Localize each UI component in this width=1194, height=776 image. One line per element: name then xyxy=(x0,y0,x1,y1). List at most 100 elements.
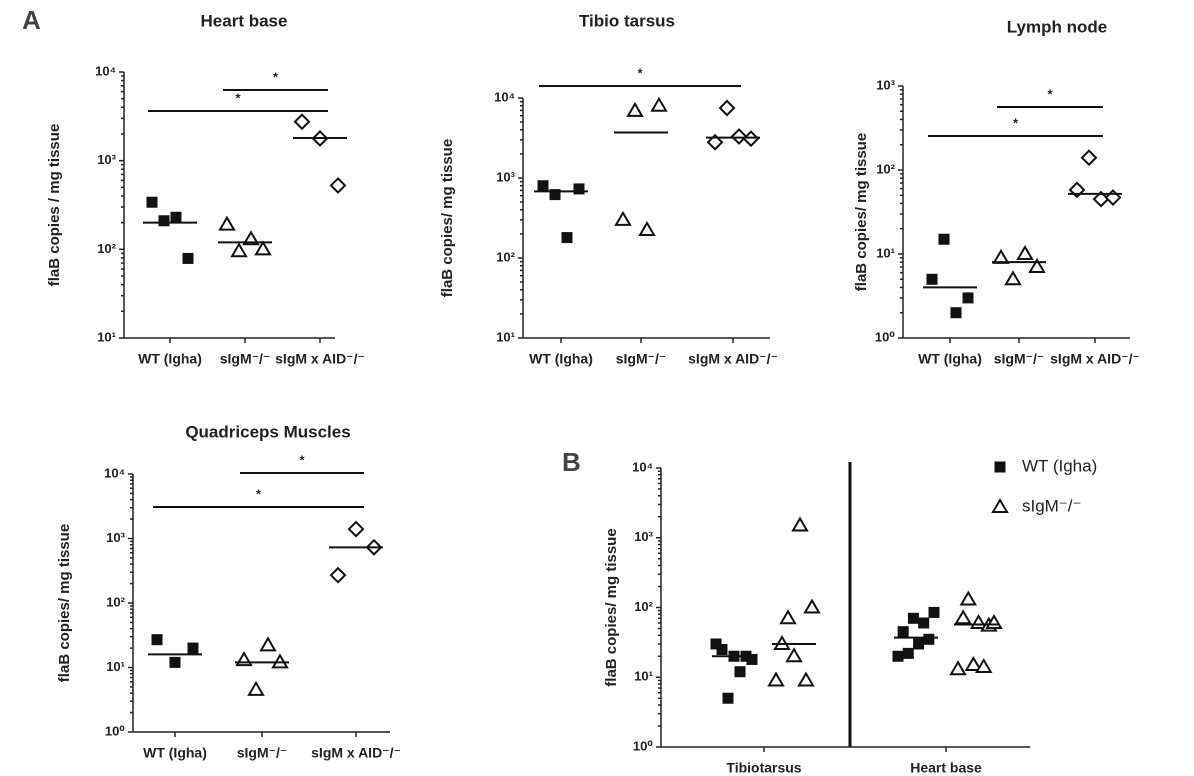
legend-label: WT (Igha) xyxy=(1022,456,1097,475)
y-axis-label: flaB copies/ mg tissue xyxy=(603,528,620,686)
point xyxy=(218,215,236,231)
x-tick-label: sIgM x AID⁻/⁻ xyxy=(311,745,401,761)
x-tick-label: sIgM x AID⁻/⁻ xyxy=(275,351,365,367)
point xyxy=(718,99,736,117)
y-tick-label: 10¹ xyxy=(97,329,116,344)
point xyxy=(938,233,950,245)
x-tick-label: sIgM⁻/⁻ xyxy=(616,351,667,367)
point xyxy=(767,671,785,687)
point xyxy=(797,671,815,687)
y-tick-label: 10⁰ xyxy=(633,738,653,753)
point xyxy=(964,655,983,671)
y-tick-label: 10¹ xyxy=(496,329,515,344)
y-tick-label: 10¹ xyxy=(106,659,125,674)
point xyxy=(638,220,656,236)
legend-label: sIgM⁻/⁻ xyxy=(1022,496,1082,515)
x-tick-label: Heart base xyxy=(910,760,982,776)
point xyxy=(182,252,194,264)
y-tick-label: 10³ xyxy=(106,530,125,545)
point xyxy=(650,96,668,112)
point xyxy=(1080,149,1098,167)
significance-label: * xyxy=(1013,115,1019,130)
y-tick-label: 10¹ xyxy=(634,669,653,684)
y-tick-label: 10² xyxy=(634,599,653,614)
y-tick-label: 10⁴ xyxy=(494,89,515,104)
x-tick-label: WT (Igha) xyxy=(138,351,202,367)
y-axis-label: flaB copies/ mg tissue xyxy=(853,133,870,291)
point xyxy=(293,113,311,131)
point xyxy=(902,647,914,659)
significance-label: * xyxy=(256,486,262,501)
point xyxy=(710,638,722,650)
point xyxy=(626,101,644,117)
point xyxy=(954,609,972,625)
x-tick-label: sIgM x AID⁻/⁻ xyxy=(1050,351,1140,367)
point xyxy=(561,232,573,244)
significance-label: * xyxy=(637,65,643,80)
point xyxy=(779,609,797,625)
point xyxy=(549,189,561,201)
chart-title: Quadriceps Muscles xyxy=(185,422,350,441)
point xyxy=(187,642,199,654)
y-tick-label: 10¹ xyxy=(876,245,895,260)
point xyxy=(1016,245,1034,260)
significance-label: * xyxy=(273,69,279,84)
x-tick-label: sIgM⁻/⁻ xyxy=(237,745,288,761)
point xyxy=(1004,270,1022,286)
y-axis-label: flaB copies/ mg tissue xyxy=(56,524,73,682)
point xyxy=(913,638,925,650)
chart-title: Tibio tarsus xyxy=(579,11,675,30)
point xyxy=(992,248,1010,264)
point xyxy=(730,128,748,145)
y-tick-label: 10⁴ xyxy=(104,465,125,480)
point xyxy=(974,658,993,674)
y-tick-label: 10⁴ xyxy=(95,63,116,78)
point xyxy=(791,516,809,532)
y-tick-label: 10³ xyxy=(634,529,653,544)
point xyxy=(151,634,163,646)
x-tick-label: sIgM⁻/⁻ xyxy=(220,351,271,367)
point xyxy=(230,242,248,258)
point xyxy=(329,177,347,194)
point xyxy=(892,650,904,662)
point xyxy=(962,292,974,304)
point xyxy=(247,680,265,696)
chart-title: Heart base xyxy=(201,11,288,30)
point xyxy=(329,566,347,584)
y-tick-label: 10⁰ xyxy=(105,723,125,738)
x-tick-label: WT (Igha) xyxy=(143,745,207,761)
y-tick-label: 10² xyxy=(876,161,895,176)
point xyxy=(926,273,938,285)
point xyxy=(158,215,170,227)
panel-label: B xyxy=(562,447,581,477)
y-tick-label: 10³ xyxy=(496,169,515,184)
point xyxy=(991,498,1009,513)
significance-label: * xyxy=(299,452,305,467)
panel-label: A xyxy=(22,5,41,35)
point xyxy=(785,647,803,663)
point xyxy=(928,606,940,618)
y-tick-label: 10⁰ xyxy=(875,329,895,344)
point xyxy=(254,240,272,256)
point xyxy=(803,598,821,614)
significance-label: * xyxy=(235,90,241,105)
point xyxy=(907,612,919,624)
y-tick-label: 10³ xyxy=(876,77,895,92)
point xyxy=(734,666,746,678)
point xyxy=(923,633,935,645)
y-axis-label: flaB copies/ mg tissue xyxy=(439,139,456,297)
x-tick-label: Tibiotarsus xyxy=(726,760,801,776)
point xyxy=(259,636,277,652)
point xyxy=(1028,258,1046,274)
point xyxy=(347,520,365,538)
y-tick-label: 10² xyxy=(106,594,125,609)
point xyxy=(614,210,632,226)
point xyxy=(170,211,182,223)
point xyxy=(573,183,585,195)
y-axis-label: flaB copies / mg tissue xyxy=(46,124,63,287)
y-tick-label: 10⁴ xyxy=(632,459,653,474)
x-tick-label: WT (Igha) xyxy=(918,351,982,367)
point xyxy=(722,692,734,704)
x-tick-label: sIgM x AID⁻/⁻ xyxy=(688,351,778,367)
